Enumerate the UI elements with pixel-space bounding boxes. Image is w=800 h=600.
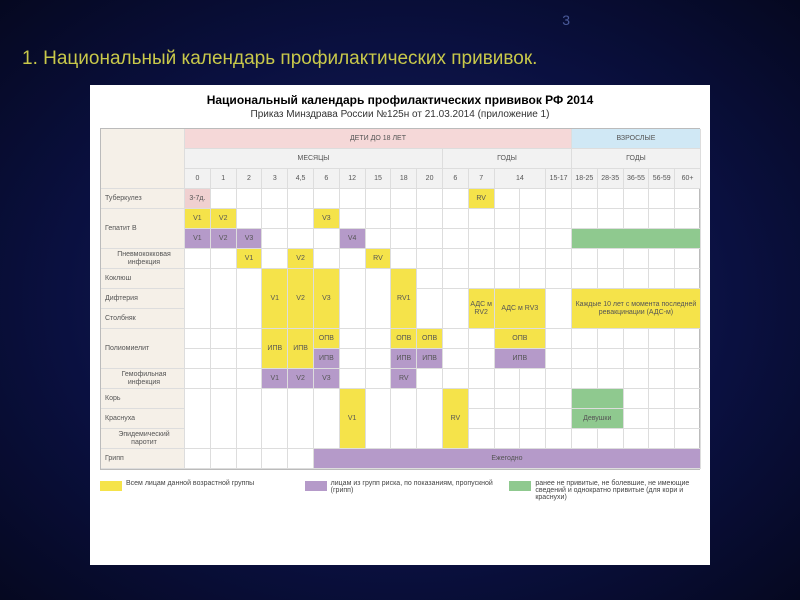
hdr-children: ДЕТИ ДО 18 ЛЕТ bbox=[185, 129, 572, 149]
legend-item: ранее не привитые, не болевшие, не имеющ… bbox=[509, 480, 700, 501]
col: 20 bbox=[417, 169, 443, 189]
hdr-years: ГОДЫ bbox=[443, 149, 572, 169]
col: 15-17 bbox=[546, 169, 572, 189]
slide-title: 1. Национальный календарь профилактическ… bbox=[22, 48, 537, 70]
col: 6 bbox=[314, 169, 340, 189]
col: 2 bbox=[237, 169, 263, 189]
cell-girls: Девушки bbox=[572, 409, 624, 429]
cell: V3 bbox=[314, 269, 340, 329]
cell: V1 bbox=[262, 269, 288, 329]
cell: ОПВ bbox=[495, 329, 547, 349]
cell: ИПВ bbox=[495, 349, 547, 369]
legend-text: Всем лицам данной возрастной группы bbox=[126, 480, 254, 487]
hdr-months: МЕСЯЦЫ bbox=[185, 149, 443, 169]
legend: Всем лицам данной возрастной группы лица… bbox=[100, 480, 700, 501]
row-diphtheria: Дифтерия bbox=[101, 289, 185, 309]
legend-text: лицам из групп риска, по показаниям, про… bbox=[331, 480, 496, 494]
col: 0 bbox=[185, 169, 211, 189]
col: 3 bbox=[262, 169, 288, 189]
row-measles: Корь bbox=[101, 389, 185, 409]
legend-item: Всем лицам данной возрастной группы bbox=[100, 480, 291, 501]
cell: RV bbox=[366, 249, 392, 269]
cell: V1 bbox=[237, 249, 263, 269]
col: 12 bbox=[340, 169, 366, 189]
chart-title: Национальный календарь профилактических … bbox=[100, 93, 700, 107]
cell: V2 bbox=[288, 269, 314, 329]
cell-annual: Ежегодно bbox=[314, 449, 701, 469]
swatch-purple bbox=[305, 481, 327, 491]
col: 36-55 bbox=[624, 169, 650, 189]
cell: RV bbox=[469, 189, 495, 209]
cell: V3 bbox=[237, 229, 263, 249]
row-pneumococcal: Пневмококковая инфекция bbox=[101, 249, 185, 269]
col: 7 bbox=[469, 169, 495, 189]
col: 60+ bbox=[675, 169, 701, 189]
row-hib: Гемофильная инфекция bbox=[101, 369, 185, 389]
legend-item: лицам из групп риска, по показаниям, про… bbox=[305, 480, 496, 501]
col: 18-25 bbox=[572, 169, 598, 189]
row-rubella: Краснуха bbox=[101, 409, 185, 429]
cell: V2 bbox=[288, 249, 314, 269]
corner-cell bbox=[101, 129, 185, 189]
cell: АДС м RV3 bbox=[495, 289, 547, 329]
cell: ИПВ bbox=[417, 349, 443, 369]
swatch-yellow bbox=[100, 481, 122, 491]
cell bbox=[572, 229, 701, 249]
swatch-green bbox=[509, 481, 531, 491]
cell: RV bbox=[443, 389, 469, 449]
col: 14 bbox=[495, 169, 547, 189]
cell: 3-7д. bbox=[185, 189, 211, 209]
cell: V3 bbox=[314, 209, 340, 229]
hdr-adults: ВЗРОСЛЫЕ bbox=[572, 129, 701, 149]
cell bbox=[572, 389, 624, 409]
row-pertussis: Коклюш bbox=[101, 269, 185, 289]
col: 18 bbox=[391, 169, 417, 189]
row-flu: Грипп bbox=[101, 449, 185, 469]
page-number: 3 bbox=[562, 12, 570, 28]
cell: АДС м RV2 bbox=[469, 289, 495, 329]
schedule-grid: ДЕТИ ДО 18 ЛЕТ ВЗРОСЛЫЕ МЕСЯЦЫ ГОДЫ ГОДЫ… bbox=[100, 128, 700, 470]
cell: ИПВ bbox=[391, 349, 417, 369]
cell: RV bbox=[391, 369, 417, 389]
row-tetanus: Столбняк bbox=[101, 309, 185, 329]
cell: RV1 bbox=[391, 269, 417, 329]
cell: ИПВ bbox=[288, 329, 314, 369]
cell: V3 bbox=[314, 369, 340, 389]
cell: V2 bbox=[211, 229, 237, 249]
cell: V1 bbox=[340, 389, 366, 449]
hdr-years-adult: ГОДЫ bbox=[572, 149, 701, 169]
cell-ads-note: Каждые 10 лет с момента последней ревакц… bbox=[572, 289, 701, 329]
col: 6 bbox=[443, 169, 469, 189]
cell: V1 bbox=[185, 209, 211, 229]
cell: V2 bbox=[211, 209, 237, 229]
cell: V1 bbox=[262, 369, 288, 389]
cell: ОПВ bbox=[391, 329, 417, 349]
row-mumps: Эпидемический паротит bbox=[101, 429, 185, 449]
chart-subtitle: Приказ Минздрава России №125н от 21.03.2… bbox=[100, 109, 700, 120]
vaccination-schedule-chart: Национальный календарь профилактических … bbox=[90, 85, 710, 565]
row-polio: Полиомиелит bbox=[101, 329, 185, 369]
cell: ОПВ bbox=[314, 329, 340, 349]
row-hepatitis: Гепатит В bbox=[101, 209, 185, 249]
cell: ИПВ bbox=[262, 329, 288, 369]
col: 28-35 bbox=[598, 169, 624, 189]
col: 1 bbox=[211, 169, 237, 189]
col: 56-59 bbox=[649, 169, 675, 189]
cell: V1 bbox=[185, 229, 211, 249]
cell: ИПВ bbox=[314, 349, 340, 369]
col: 15 bbox=[366, 169, 392, 189]
legend-text: ранее не привитые, не болевшие, не имеющ… bbox=[535, 480, 700, 501]
col: 4,5 bbox=[288, 169, 314, 189]
row-tuberculosis: Туберкулез bbox=[101, 189, 185, 209]
cell: V4 bbox=[340, 229, 366, 249]
cell: ОПВ bbox=[417, 329, 443, 349]
cell: V2 bbox=[288, 369, 314, 389]
